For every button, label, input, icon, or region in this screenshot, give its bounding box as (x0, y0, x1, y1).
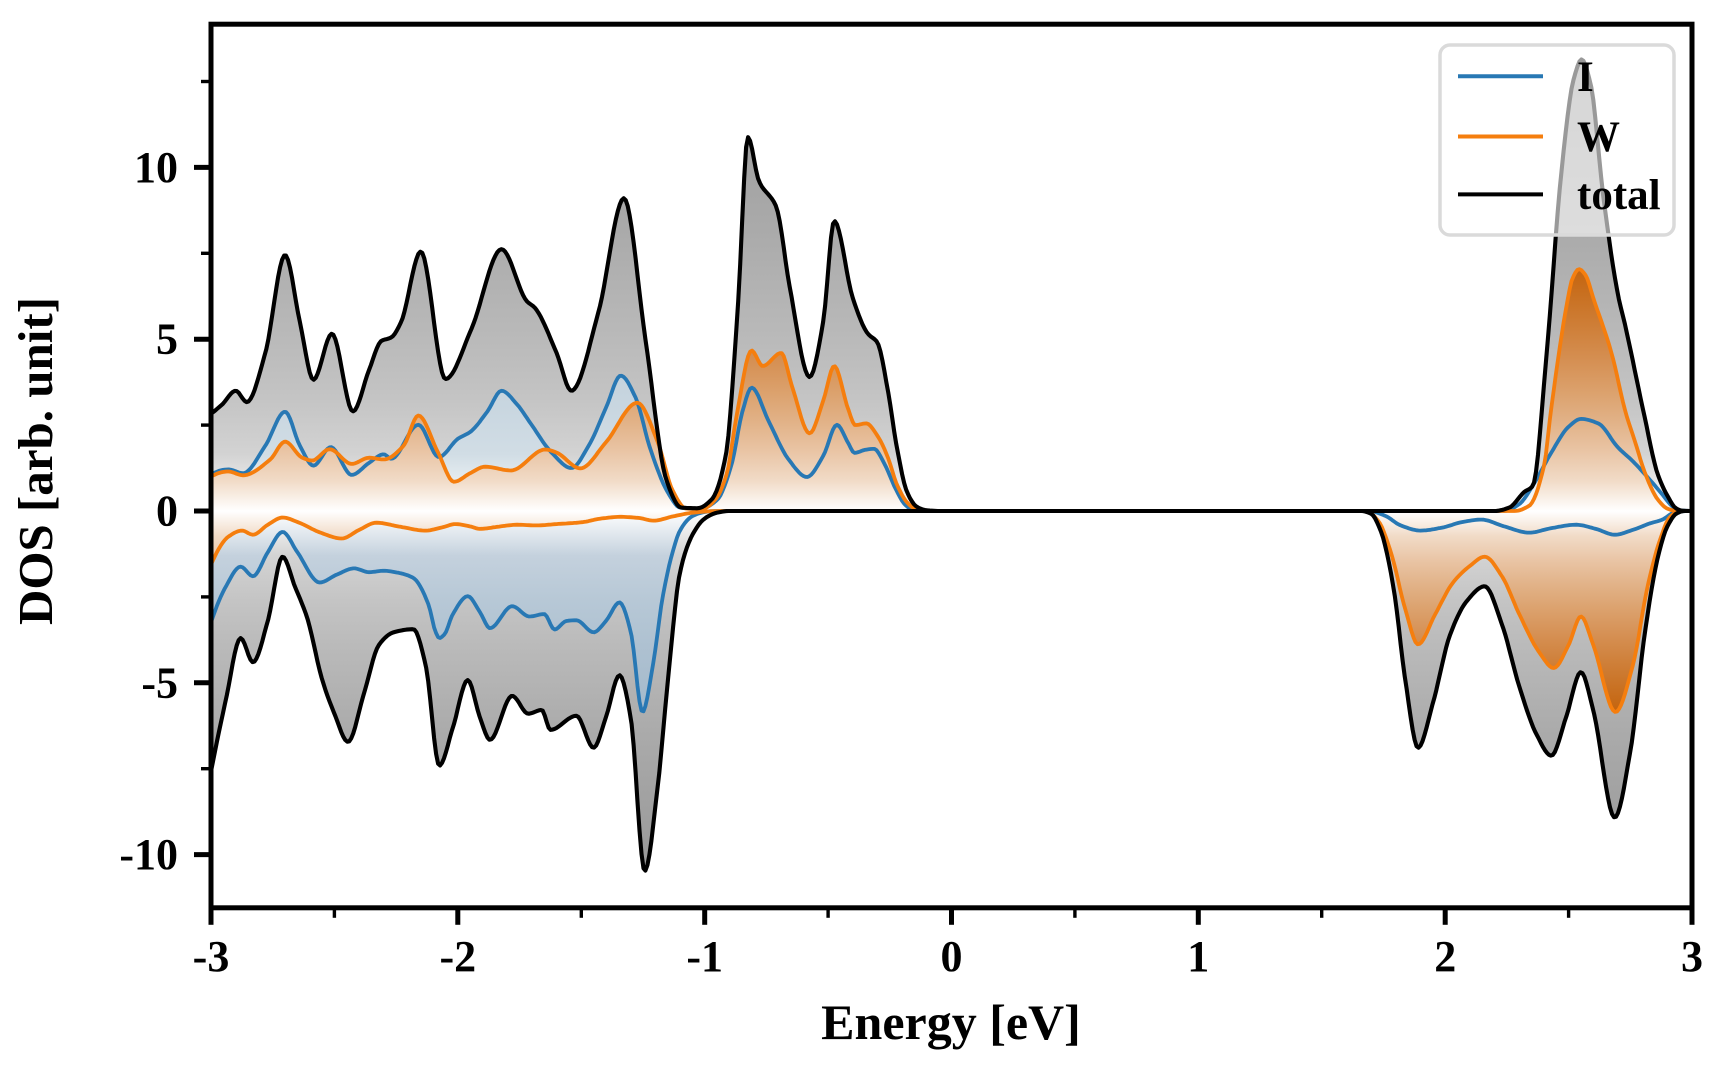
svg-text:-1: -1 (686, 932, 723, 981)
svg-text:0: 0 (941, 932, 963, 981)
svg-text:-5: -5 (141, 658, 178, 707)
svg-text:DOS [arb. unit]: DOS [arb. unit] (8, 297, 63, 625)
svg-text:-10: -10 (119, 830, 178, 879)
svg-text:-3: -3 (193, 932, 230, 981)
svg-text:1: 1 (1187, 932, 1209, 981)
svg-text:I: I (1577, 54, 1594, 101)
svg-text:-2: -2 (439, 932, 476, 981)
svg-text:W: W (1577, 114, 1620, 161)
svg-text:total: total (1577, 172, 1661, 219)
svg-text:0: 0 (156, 487, 178, 536)
svg-text:2: 2 (1434, 932, 1456, 981)
svg-text:10: 10 (134, 143, 178, 192)
svg-text:5: 5 (156, 315, 178, 364)
svg-text:Energy [eV]: Energy [eV] (821, 994, 1081, 1050)
svg-text:3: 3 (1681, 932, 1703, 981)
